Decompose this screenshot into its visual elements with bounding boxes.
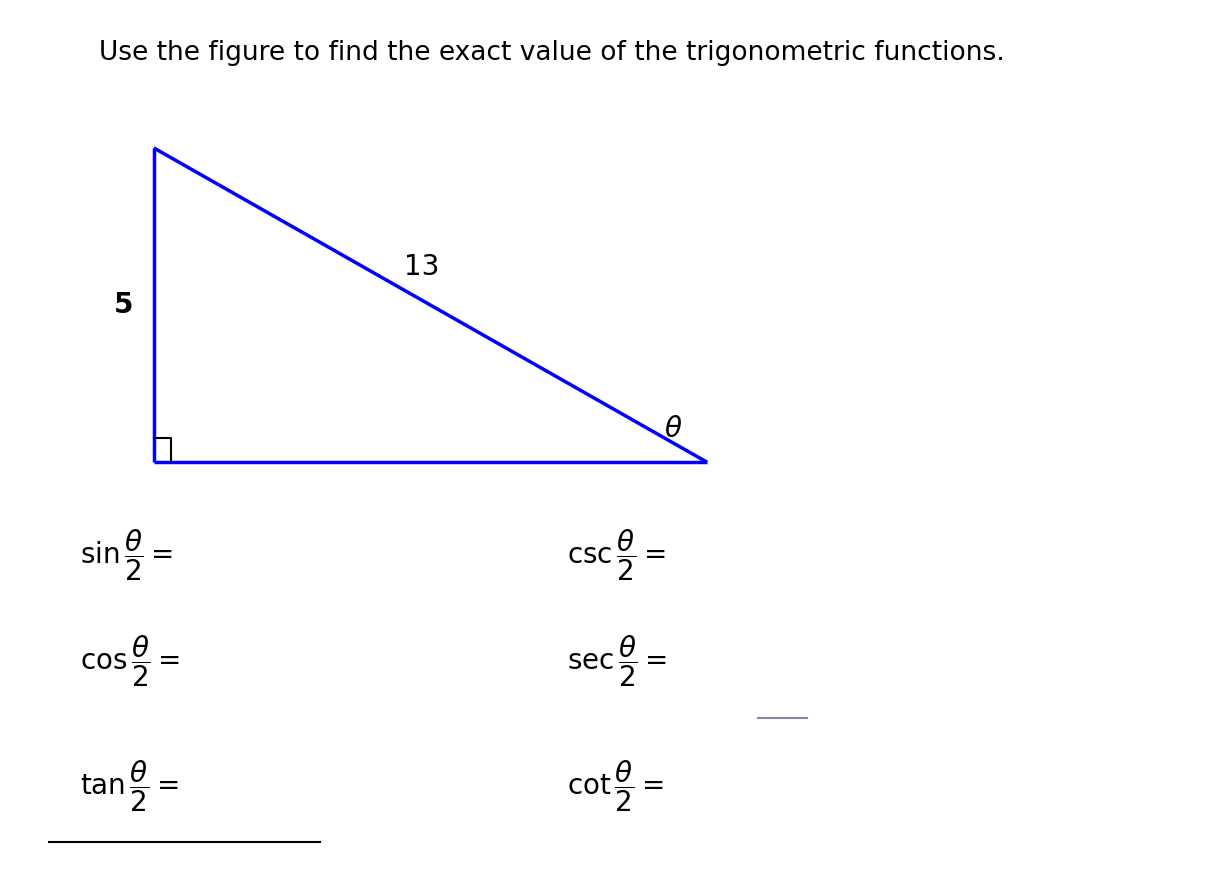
Text: $\csc\dfrac{\theta}{2} =$: $\csc\dfrac{\theta}{2} =$ [567, 527, 665, 583]
Text: Use the figure to find the exact value of the trigonometric functions.: Use the figure to find the exact value o… [99, 40, 1004, 66]
Text: 5: 5 [115, 291, 133, 319]
Text: $\tan\dfrac{\theta}{2} =$: $\tan\dfrac{\theta}{2} =$ [80, 758, 179, 813]
Text: 13: 13 [404, 253, 439, 281]
Text: θ: θ [664, 416, 681, 443]
Text: $\cot\dfrac{\theta}{2} =$: $\cot\dfrac{\theta}{2} =$ [567, 758, 663, 813]
Text: $\sin\dfrac{\theta}{2} =$: $\sin\dfrac{\theta}{2} =$ [80, 527, 174, 583]
Text: $\sec\dfrac{\theta}{2} =$: $\sec\dfrac{\theta}{2} =$ [567, 634, 667, 689]
Text: $\cos\dfrac{\theta}{2} =$: $\cos\dfrac{\theta}{2} =$ [80, 634, 180, 689]
